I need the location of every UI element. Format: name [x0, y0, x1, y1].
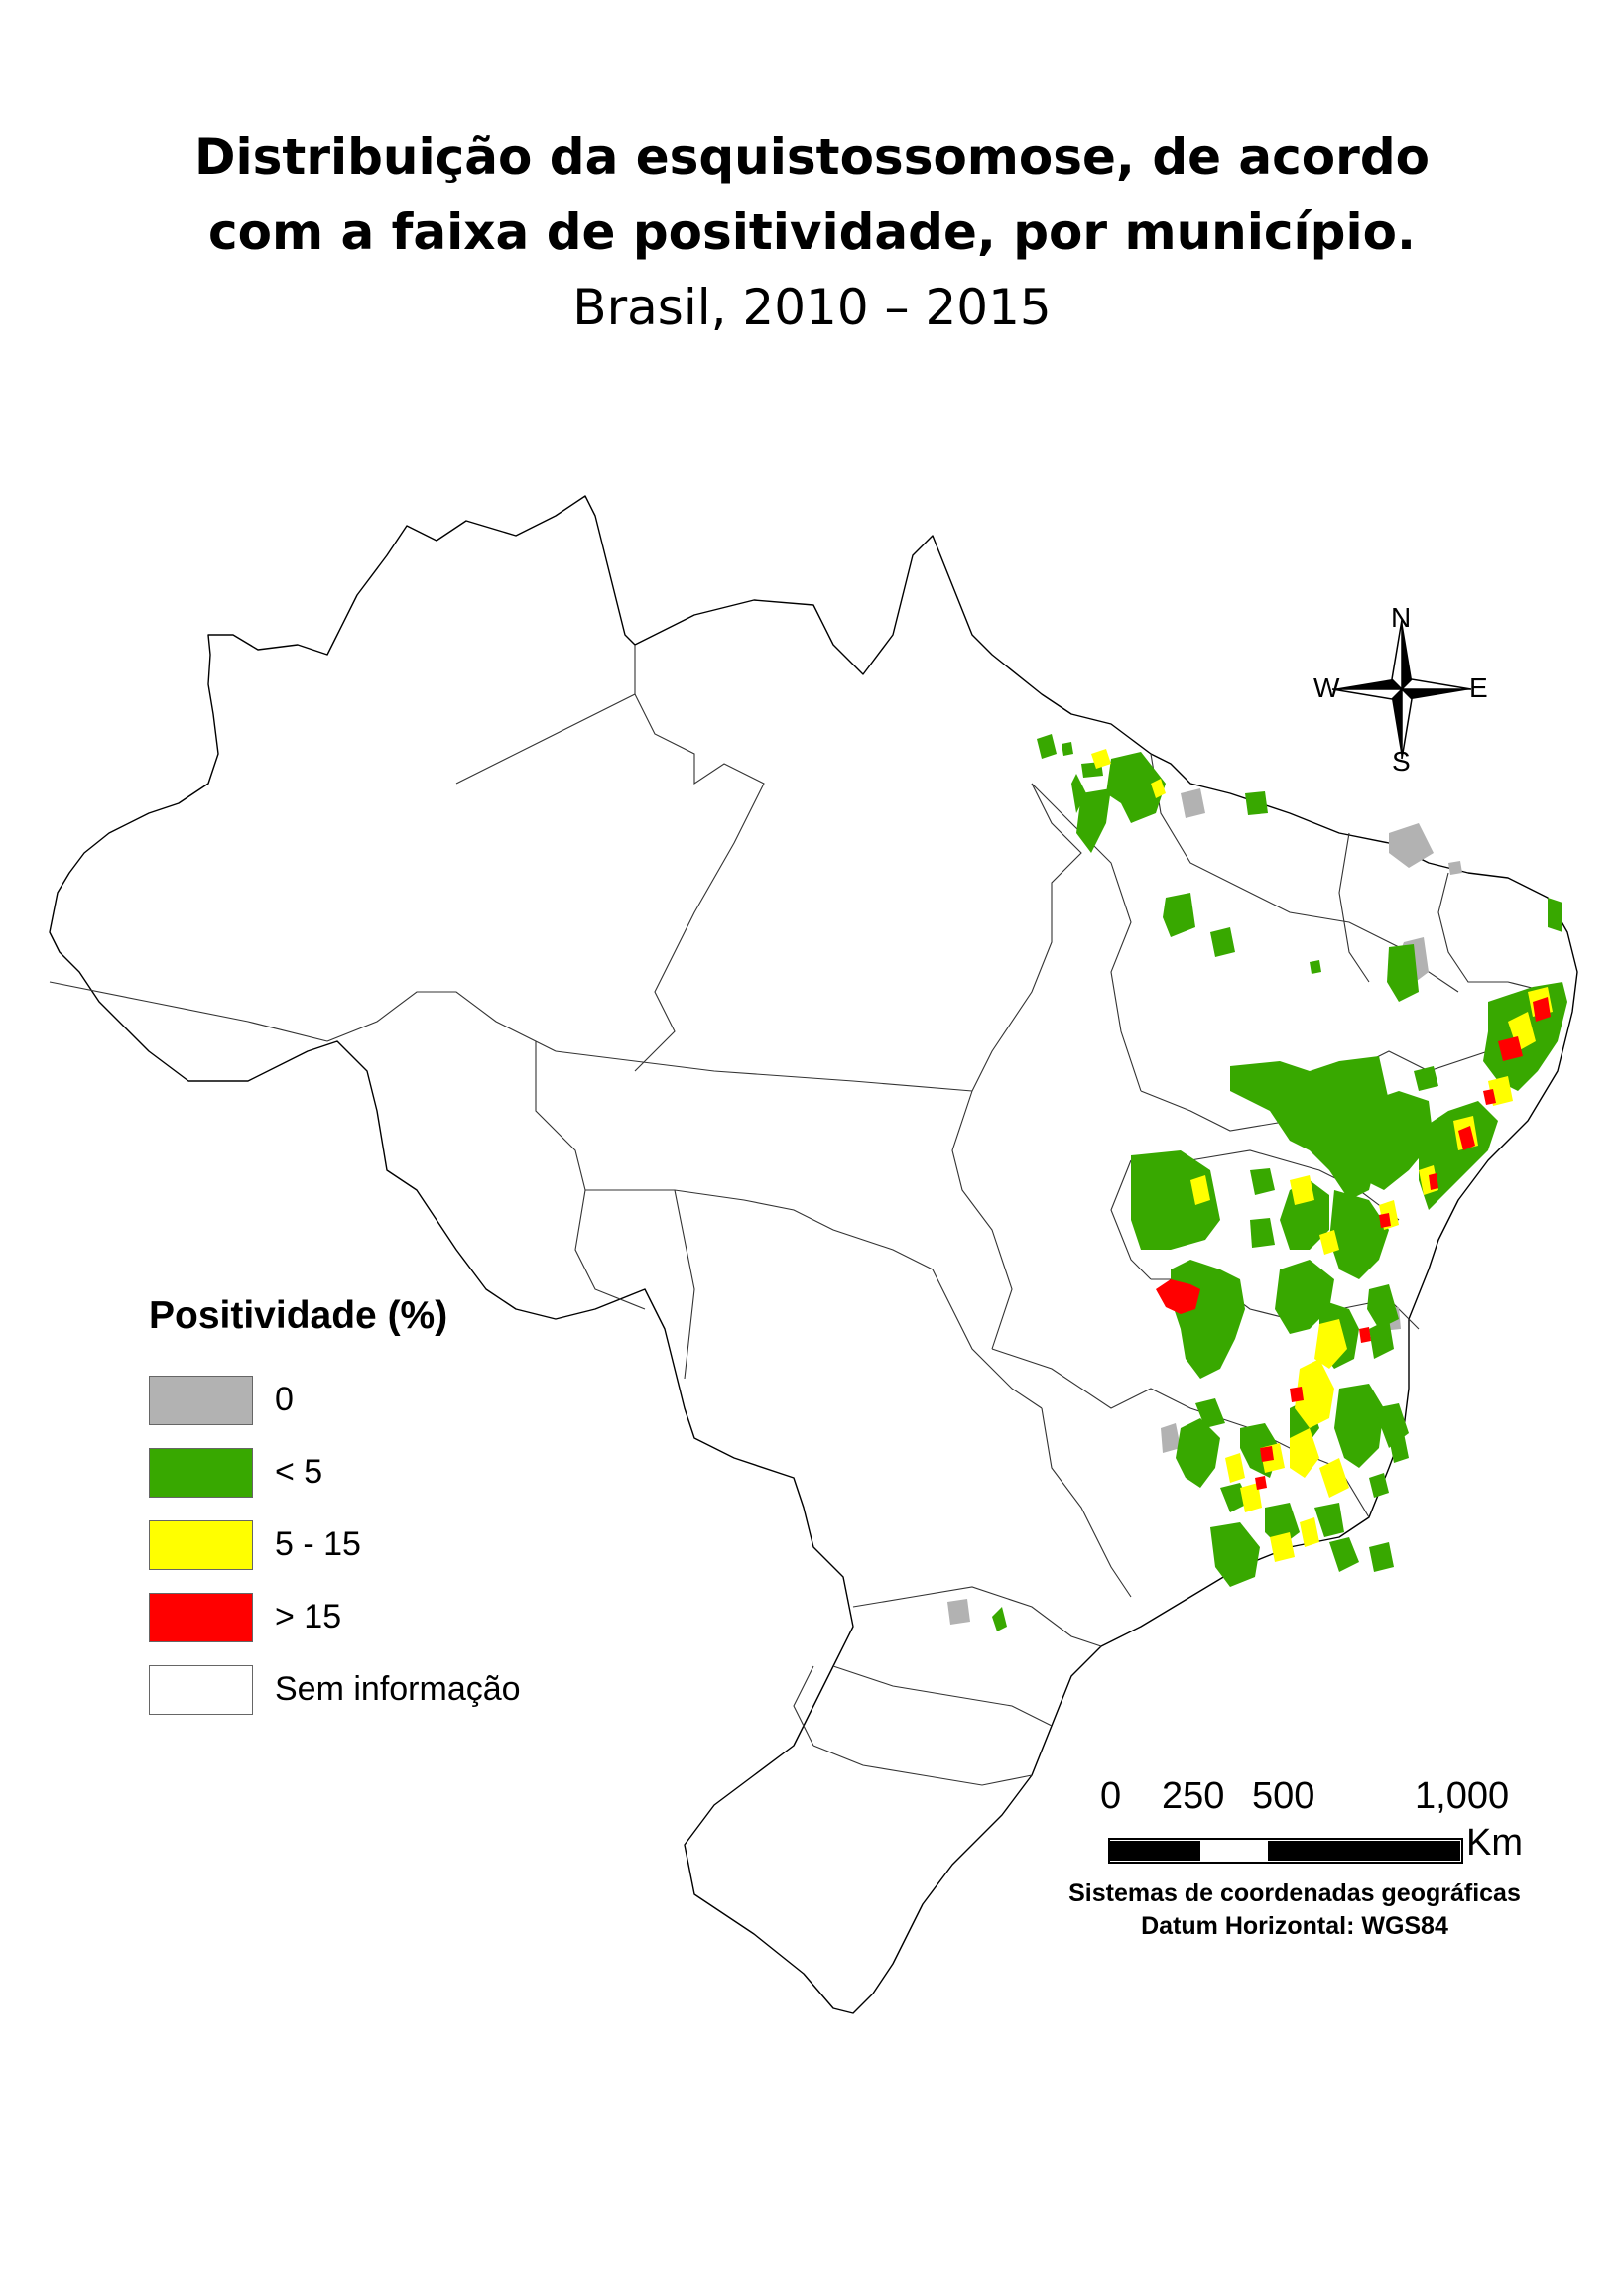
credits-line-2: Datum Horizontal: WGS84 — [1141, 1912, 1448, 1940]
legend-label: 5 - 15 — [275, 1525, 361, 1563]
scale-bar — [1108, 1838, 1463, 1864]
scale-unit: Km — [1466, 1822, 1523, 1864]
scale-labels: 0 250 500 1,000 — [1091, 1775, 1548, 1821]
legend-label: Sem informação — [275, 1670, 521, 1708]
brazil-outline — [49, 495, 1578, 2014]
scale-label-1000: 1,000 — [1415, 1775, 1510, 1817]
title-line-2: com a faixa de positividade, por municíp… — [208, 203, 1416, 261]
compass-north: N — [1391, 602, 1412, 633]
compass-rose — [1331, 619, 1472, 760]
title-line-3: Brasil, 2010 – 2015 — [572, 279, 1052, 336]
legend-item-low: < 5 — [149, 1436, 521, 1509]
title-line-1: Distribuição da esquistossomose, de acor… — [194, 128, 1430, 185]
legend-swatch — [149, 1447, 253, 1498]
scale-label-500: 500 — [1252, 1775, 1315, 1817]
scale-label-0: 0 — [1100, 1775, 1122, 1817]
legend-item-no-info: Sem informação — [149, 1653, 521, 1726]
patches-high — [1156, 997, 1551, 1490]
legend-label: 0 — [275, 1381, 294, 1418]
compass-east: E — [1469, 672, 1488, 703]
positivity-patches — [947, 734, 1567, 1631]
legend: Positividade (%) 0 < 5 5 - 15 > 15 Sem i… — [149, 1294, 521, 1726]
scale-label-250: 250 — [1162, 1775, 1225, 1817]
legend-item-zero: 0 — [149, 1364, 521, 1436]
legend-label: < 5 — [275, 1453, 323, 1491]
legend-swatch — [149, 1375, 253, 1425]
legend-label: > 15 — [275, 1598, 342, 1635]
compass-south: S — [1392, 746, 1411, 777]
legend-swatch — [149, 1592, 253, 1642]
map-title: Distribuição da esquistossomose, de acor… — [0, 119, 1624, 345]
map-credits: Sistemas de coordenadas geográficas Datu… — [1012, 1877, 1577, 1943]
legend-swatch — [149, 1664, 253, 1715]
compass-west: W — [1313, 672, 1340, 703]
legend-item-high: > 15 — [149, 1581, 521, 1653]
legend-title: Positividade (%) — [149, 1294, 448, 1337]
credits-line-1: Sistemas de coordenadas geográficas — [1068, 1879, 1521, 1907]
legend-swatch — [149, 1519, 253, 1570]
legend-item-medium: 5 - 15 — [149, 1509, 521, 1581]
